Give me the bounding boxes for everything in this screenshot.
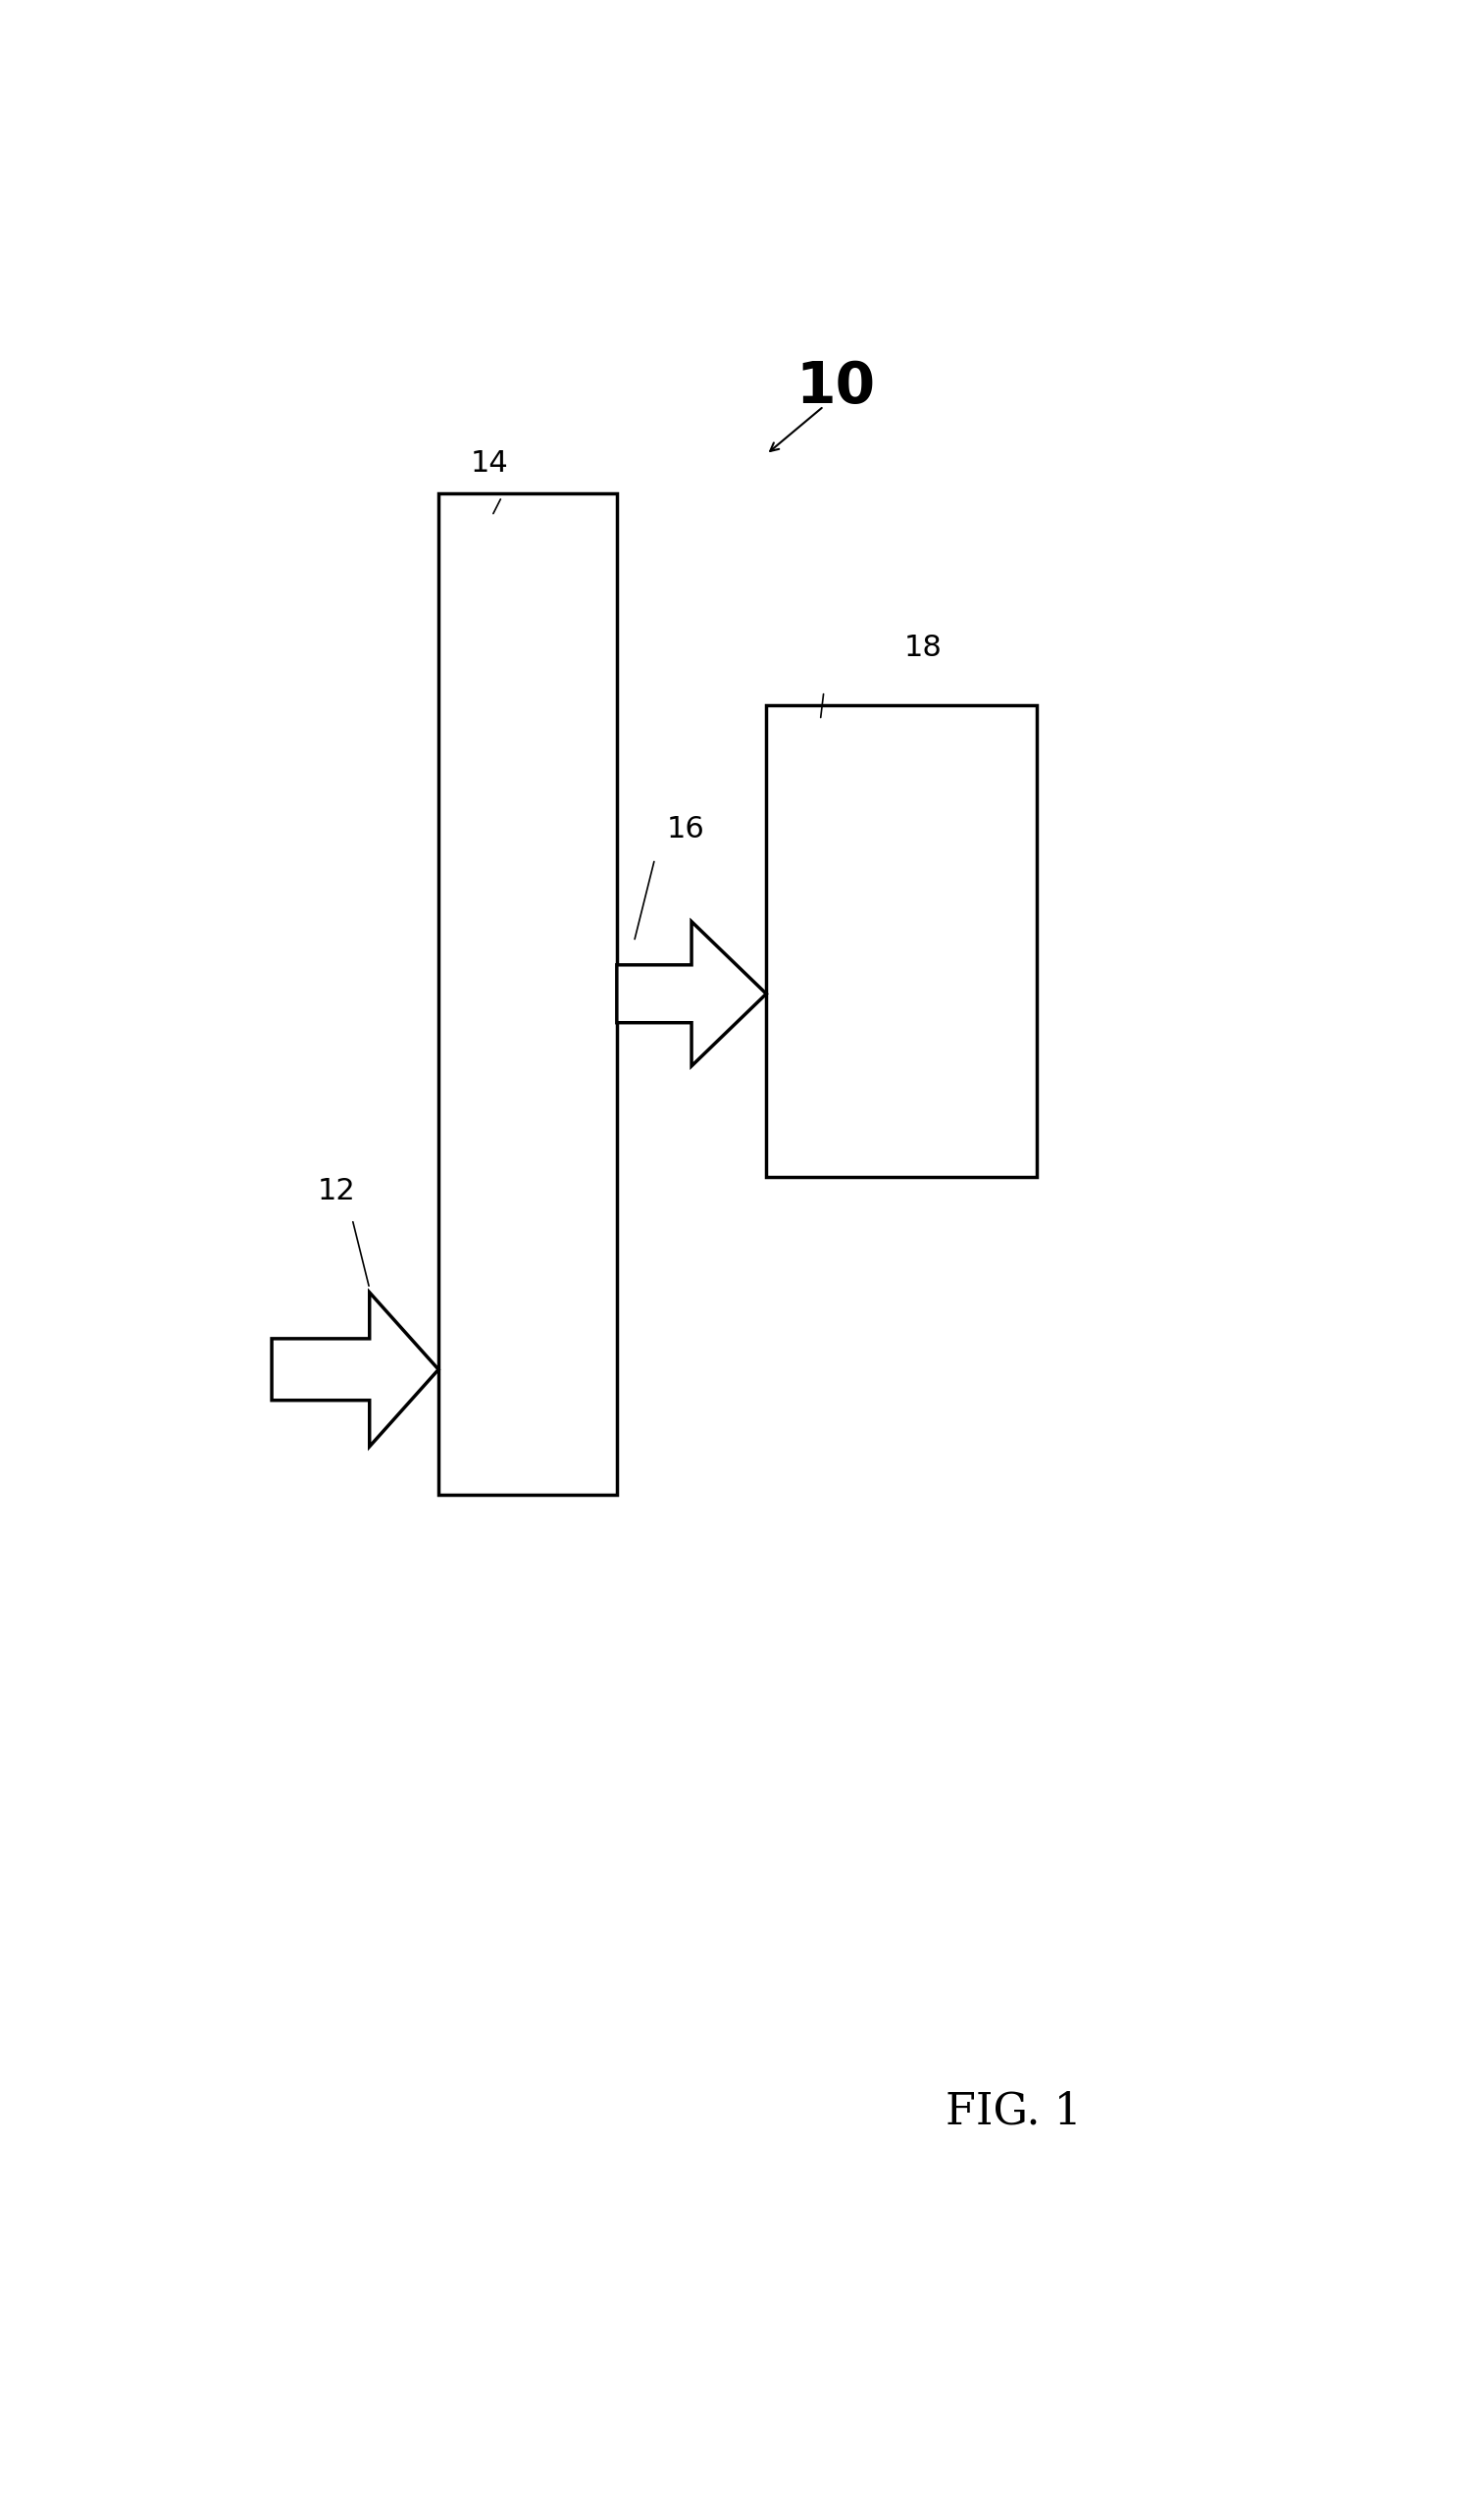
Bar: [766, 706, 1036, 1176]
Text: 16: 16: [666, 816, 705, 843]
Text: 14: 14: [470, 448, 509, 478]
Text: 10: 10: [795, 358, 876, 415]
Text: 18: 18: [904, 633, 942, 663]
Bar: [439, 493, 617, 1494]
Text: FIG. 1: FIG. 1: [945, 2089, 1082, 2132]
Polygon shape: [272, 1294, 439, 1446]
Polygon shape: [617, 921, 766, 1066]
Text: 12: 12: [318, 1178, 356, 1206]
